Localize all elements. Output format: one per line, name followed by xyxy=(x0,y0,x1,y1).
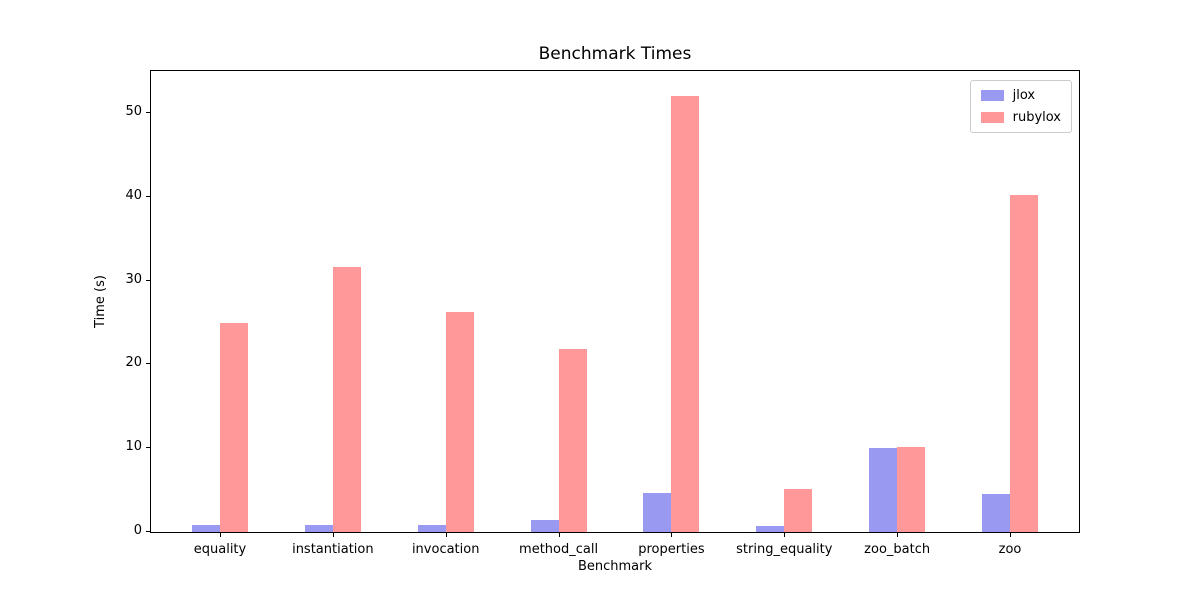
bar-rubylox-method_call xyxy=(558,349,587,532)
y-tick-label-40: 40 xyxy=(125,187,142,203)
bar-jlox-zoo xyxy=(982,494,1010,532)
bar-rubylox-invocation xyxy=(445,311,474,532)
y-tick-label-30: 30 xyxy=(125,271,142,287)
bar-rubylox-properties xyxy=(671,96,700,532)
x-tick-label-zoo: zoo xyxy=(998,542,1022,557)
bar-jlox-instantiation xyxy=(304,524,333,532)
x-tick-string_equality xyxy=(784,533,786,537)
x-tick-label-properties: properties xyxy=(638,542,705,557)
y-tick-label-10: 10 xyxy=(125,439,142,455)
y-tick-10 xyxy=(146,447,150,449)
x-tick-label-method_call: method_call xyxy=(519,542,599,557)
x-tick-properties xyxy=(671,533,673,537)
x-tick-label-string_equality: string_equality xyxy=(736,542,833,557)
x-tick-instantiation xyxy=(332,533,334,537)
y-tick-20 xyxy=(146,363,150,365)
y-tick-0 xyxy=(146,531,150,532)
chart-title: Benchmark Times xyxy=(538,44,692,64)
plot-area: jlox rubylox xyxy=(150,70,1080,533)
x-tick-label-invocation: invocation xyxy=(411,542,480,557)
bar-jlox-string_equality xyxy=(756,526,785,532)
bar-jlox-method_call xyxy=(530,520,559,532)
y-tick-label-0: 0 xyxy=(133,523,142,538)
bar-rubylox-zoo xyxy=(1010,195,1038,532)
bar-jlox-zoo_batch xyxy=(869,448,898,532)
y-tick-label-50: 50 xyxy=(125,103,142,119)
y-tick-30 xyxy=(146,279,150,281)
y-tick-40 xyxy=(146,195,150,197)
x-tick-invocation xyxy=(445,533,447,537)
bar-rubylox-equality xyxy=(220,322,248,532)
bar-rubylox-instantiation xyxy=(332,267,361,532)
x-tick-zoo xyxy=(1010,533,1011,537)
legend-item-jlox: jlox xyxy=(980,88,1061,103)
bar-rubylox-string_equality xyxy=(784,489,813,532)
x-tick-zoo_batch xyxy=(897,533,899,537)
x-tick-method_call xyxy=(558,533,560,537)
legend-swatch-jlox xyxy=(980,90,1004,101)
bar-jlox-invocation xyxy=(417,524,446,532)
legend-label-jlox: jlox xyxy=(1012,88,1036,103)
y-tick-50 xyxy=(146,111,150,113)
legend-label-rubylox: rubylox xyxy=(1012,110,1061,125)
y-tick-label-20: 20 xyxy=(125,355,142,371)
x-tick-label-instantiation: instantiation xyxy=(292,542,374,557)
x-tick-label-zoo_batch: zoo_batch xyxy=(864,542,931,557)
bar-jlox-properties xyxy=(643,493,672,532)
legend-swatch-rubylox xyxy=(980,112,1004,123)
x-tick-equality xyxy=(220,533,221,537)
x-axis-label: Benchmark xyxy=(577,559,653,574)
y-axis-label-wrap: Time (s) xyxy=(88,70,112,533)
legend-item-rubylox: rubylox xyxy=(980,110,1061,125)
bar-rubylox-zoo_batch xyxy=(897,446,926,532)
x-tick-label-equality: equality xyxy=(193,542,247,557)
legend: jlox rubylox xyxy=(969,80,1072,133)
bar-jlox-equality xyxy=(192,524,220,532)
